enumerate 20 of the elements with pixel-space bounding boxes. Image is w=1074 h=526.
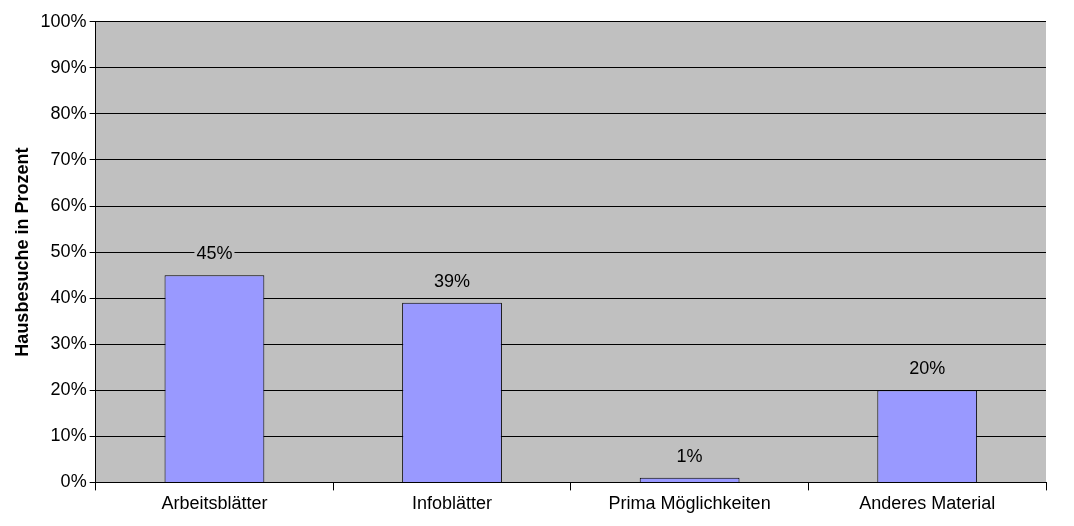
y-axis-title: Hausbesuche in Prozent [11,147,32,357]
data-label: 1% [676,445,703,466]
data-label: 39% [434,270,471,291]
x-tick-label: Anderes Material [859,493,996,514]
x-tick-label: Arbeitsblätter [161,493,268,514]
y-tick-label: 0% [60,471,87,492]
x-tick-label: Prima Möglichkeiten [608,493,771,514]
x-tick-label: Infoblätter [411,493,493,514]
y-tick-label: 90% [50,56,87,77]
y-tick-label: 60% [50,195,87,216]
y-tick-label: 40% [50,287,87,308]
y-tick-label: 70% [50,148,87,169]
data-label: 20% [909,358,946,379]
data-label: 45% [196,243,233,264]
y-tick-label: 20% [50,379,87,400]
y-tick-label: 50% [50,241,87,262]
y-tick-label: 80% [50,102,87,123]
y-tick-label: 30% [50,333,87,354]
y-tick-label: 10% [50,425,87,446]
y-tick-label: 100% [40,10,87,31]
